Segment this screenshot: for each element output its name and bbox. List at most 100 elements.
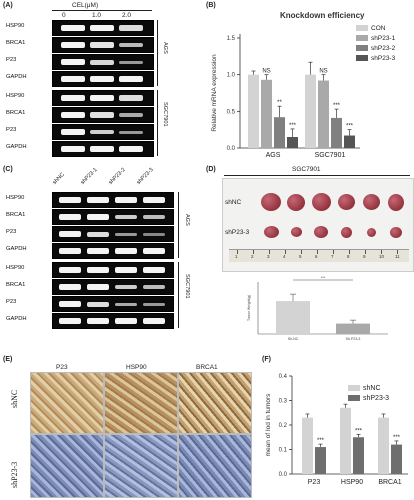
significance-label: ***: [289, 123, 297, 129]
blot-label-brca1: BRCA1: [6, 110, 26, 116]
blot-row: [52, 313, 174, 329]
significance-label: NS: [262, 69, 270, 75]
y-tick-label: 0.1: [279, 448, 288, 454]
bar: [340, 407, 351, 474]
ruler-tick-label: 9: [363, 254, 366, 259]
x-tick-label: BRCA1: [378, 479, 401, 486]
tumor: [263, 226, 279, 238]
panel-c-ags-label: AGS: [184, 214, 190, 226]
ruler-tick: [285, 250, 286, 254]
blot-label-brca1: BRCA1: [6, 40, 26, 46]
x-tick-label: Sh-NC: [288, 337, 299, 341]
bar: [305, 74, 316, 148]
x-tick-label: P23: [308, 479, 321, 486]
blot-label-p23: P23: [6, 229, 17, 235]
bar: [276, 301, 310, 334]
panel-f-chart: 0.0 0.1 0.2 0.3 0.4 mean of Iod in tumors *** P…: [265, 374, 408, 486]
blot-row: [52, 226, 174, 242]
bar: [315, 447, 326, 474]
panel-c-label: (C): [3, 166, 13, 173]
col-shp23-3: shP23-3: [135, 167, 155, 186]
panel-c-sgc-label: SGC7901: [184, 274, 190, 299]
panel-e-label: (E): [3, 356, 13, 363]
panel-c-blot-bottom: HSP90 BRCA1 P23 GAPDH: [2, 262, 180, 330]
legend-swatch: [356, 55, 368, 61]
blot-label-hsp90: HSP90: [6, 195, 25, 201]
y-tick-label: 0.0: [279, 472, 288, 478]
blot-label-brca1: BRCA1: [6, 282, 26, 288]
panel-d-title: SGC7901: [292, 166, 321, 173]
blot-row: [52, 279, 174, 295]
y-tick-label: 0.3: [279, 399, 288, 405]
blot-row: [52, 107, 154, 123]
blot-row: [52, 124, 154, 140]
blot-label-p23: P23: [6, 299, 17, 305]
y-axis-label: mean of Iod in tumors: [265, 393, 272, 457]
blot-label-p23: P23: [6, 57, 17, 63]
ruler-tick: [397, 250, 398, 254]
blot-label-hsp90: HSP90: [6, 23, 25, 29]
ruler-tick-label: 10: [379, 254, 385, 259]
bar: [378, 417, 389, 474]
ihc-col-brca1: BRCA1: [196, 364, 218, 371]
blot-label-brca1: BRCA1: [6, 212, 26, 218]
y-tick-label: 0.0: [227, 146, 236, 152]
bar: [302, 417, 313, 474]
legend-label: shP23-1: [371, 35, 396, 42]
panel-f-label: (F): [262, 356, 271, 363]
tumor: [362, 194, 380, 210]
x-tick-label: Sh-P23-3: [346, 337, 361, 341]
ruler-tick-label: 2: [251, 254, 254, 259]
bar: [391, 444, 402, 474]
panel-a-ags-bracket: [157, 20, 158, 86]
ruler-tick: [381, 250, 382, 254]
col-shp23-1: shP23-1: [79, 167, 99, 186]
ruler: 1 2 3 4 5 6 7 8 9 10 11: [229, 249, 409, 262]
legend-label: shP23-2: [371, 45, 396, 52]
y-axis-label: Relative mRNA expression: [211, 54, 218, 132]
ruler-tick: [301, 250, 302, 254]
x-tick-label: HSP90: [341, 479, 363, 486]
ruler-tick: [365, 250, 366, 254]
x-tick-label: AGS: [266, 152, 281, 159]
bar: [287, 137, 298, 148]
significance-label: NS: [319, 69, 327, 75]
significance-label: ***: [321, 276, 326, 280]
ihc-image: [104, 434, 178, 498]
ihc-grid: P23 HSP90 BRCA1 shNC shP23-3: [10, 362, 252, 498]
ihc-row-label-shnc: shNC: [10, 389, 19, 408]
legend-label: shNC: [363, 385, 381, 392]
blot-row: [52, 37, 154, 53]
ruler-tick-label: 3: [267, 254, 270, 259]
blot-label-gapdh: GAPDH: [6, 74, 27, 80]
panel-a-blot-top: HSP90 BRCA1 P23 GAPDH: [2, 20, 154, 87]
blot-row: [52, 90, 154, 106]
ihc-row-label-shp23-3: shP23-3: [10, 461, 19, 488]
ruler-tick: [253, 250, 254, 254]
bar: [318, 80, 329, 148]
ruler-tick: [269, 250, 270, 254]
chart-title: Knockdown efficiency: [280, 11, 365, 20]
col-shp23-2: shP23-2: [107, 167, 127, 186]
tumor: [261, 193, 281, 211]
legend-swatch: [356, 45, 368, 51]
tumor: [388, 193, 404, 211]
blot-label-p23: P23: [6, 127, 17, 133]
tumor-photo: shNC shP23-3 1 2 3 4 5 6 7 8 9 10 11: [222, 178, 414, 272]
legend-label: shP23-3: [363, 395, 389, 402]
blot-row: [52, 54, 154, 70]
ruler-tick-label: 5: [299, 254, 302, 259]
blot-label-gapdh: GAPDH: [6, 144, 27, 150]
significance-label: ***: [317, 438, 325, 444]
significance-label: ***: [346, 124, 354, 130]
tumor: [314, 226, 328, 238]
panel-c-ags-bracket: [178, 192, 179, 258]
ruler-tick: [333, 250, 334, 254]
panel-a-header: CEL(μM): [72, 2, 99, 9]
ihc-col-p23: P23: [56, 364, 68, 371]
tumor: [390, 226, 402, 238]
ruler-tick-label: 8: [347, 254, 350, 259]
col-shnc: shNC: [51, 171, 66, 186]
blot-row: [52, 192, 174, 208]
y-tick-label: 0.5: [227, 109, 236, 115]
